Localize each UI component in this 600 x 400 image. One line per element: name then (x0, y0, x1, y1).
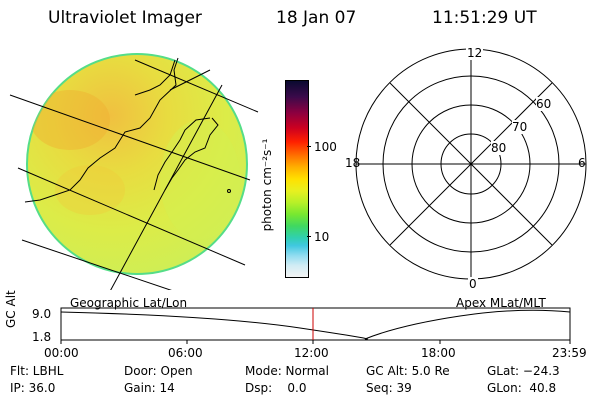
mlat-label-60: 60 (536, 97, 552, 111)
colorbar-tick-100 (307, 146, 311, 147)
altitude-ytick-high: 9.0 (32, 307, 52, 321)
time-tick-1200: 12:00 (294, 346, 329, 360)
status-gain: Gain: 14 (124, 381, 175, 395)
polar-mlt-plot (355, 48, 587, 280)
status-seq: Seq: 39 (366, 381, 412, 395)
instrument-title: Ultraviolet Imager (48, 8, 202, 28)
colorbar-label-10: 10 (314, 230, 330, 244)
altitude-curve (60, 309, 571, 340)
geographic-caption: Geographic Lat/Lon (70, 296, 188, 310)
mlat-label-80: 80 (491, 141, 507, 155)
coastline (24, 57, 231, 203)
mlat-label-70: 70 (512, 120, 528, 134)
status-mode: Mode: Normal (245, 364, 329, 378)
colorbar-label-100: 100 (314, 140, 337, 154)
altitude-axis-label: GC Alt (4, 290, 18, 328)
status-gc-alt: GC Alt: 5.0 Re (366, 364, 450, 378)
status-filter: Flt: LBHL (10, 364, 64, 378)
mlt-label-6: 6 (578, 156, 586, 170)
status-dsp: Dsp: 0.0 (245, 381, 307, 395)
status-glat: GLat: −24.3 (487, 364, 560, 378)
altitude-plot-frame (60, 307, 571, 341)
time-tick-2359: 23:59 (552, 346, 587, 360)
time-tick-1800: 18:00 (421, 346, 456, 360)
brightness-speckle (30, 90, 240, 240)
mlt-label-18: 18 (345, 156, 361, 170)
colorbar-units: photon cm⁻²s⁻¹ (260, 138, 274, 232)
image-date: 18 Jan 07 (276, 8, 357, 28)
altitude-timeline (60, 307, 571, 344)
mlt-label-12: 12 (466, 46, 484, 60)
altitude-ytick-low: 1.8 (32, 330, 52, 344)
colorbar-tick-10 (307, 236, 311, 237)
polar-diagonal-2 (389, 82, 553, 246)
image-time: 11:51:29 UT (432, 8, 537, 28)
time-tick-0000: 00:00 (44, 346, 79, 360)
color-scale-bar (285, 80, 309, 278)
geographic-grid (9, 59, 259, 290)
mlt-label-0: 0 (468, 277, 478, 291)
status-glon: GLon: 40.8 (487, 381, 557, 395)
auroral-image (9, 53, 259, 290)
apex-caption: Apex MLat/MLT (456, 296, 546, 310)
status-ip: IP: 36.0 (10, 381, 56, 395)
status-door: Door: Open (124, 364, 193, 378)
time-tick-0600: 06:00 (168, 346, 203, 360)
